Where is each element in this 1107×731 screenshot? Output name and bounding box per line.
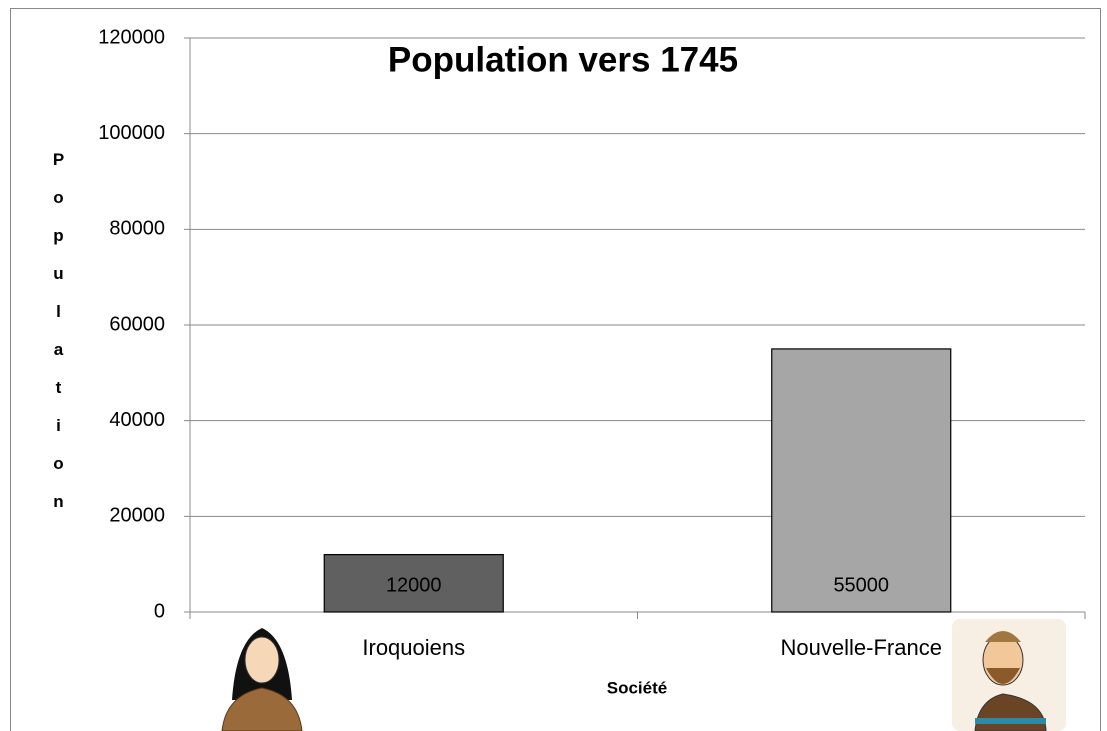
value-label: 55000 [833,574,889,596]
chart-title: Population vers 1745 [388,40,738,79]
x-axis-label: Société [607,678,667,697]
value-label: 12000 [386,574,442,596]
y-tick-label: 0 [154,600,165,622]
y-tick-label: 120000 [98,26,165,48]
x-tick-label: Iroquoiens [362,635,465,660]
y-tick-label: 100000 [98,122,165,144]
colon-icon [952,619,1066,731]
y-tick-label: 20000 [109,505,165,527]
chart-border [10,8,1101,731]
y-axis-label: Population [49,150,68,530]
y-tick-label: 80000 [109,218,165,240]
bar [771,348,952,613]
iroquoien-icon [218,612,306,731]
bar [323,553,504,613]
y-tick-label: 40000 [109,409,165,431]
y-tick-label: 60000 [109,313,165,335]
x-tick-label: Nouvelle-France [781,635,942,660]
